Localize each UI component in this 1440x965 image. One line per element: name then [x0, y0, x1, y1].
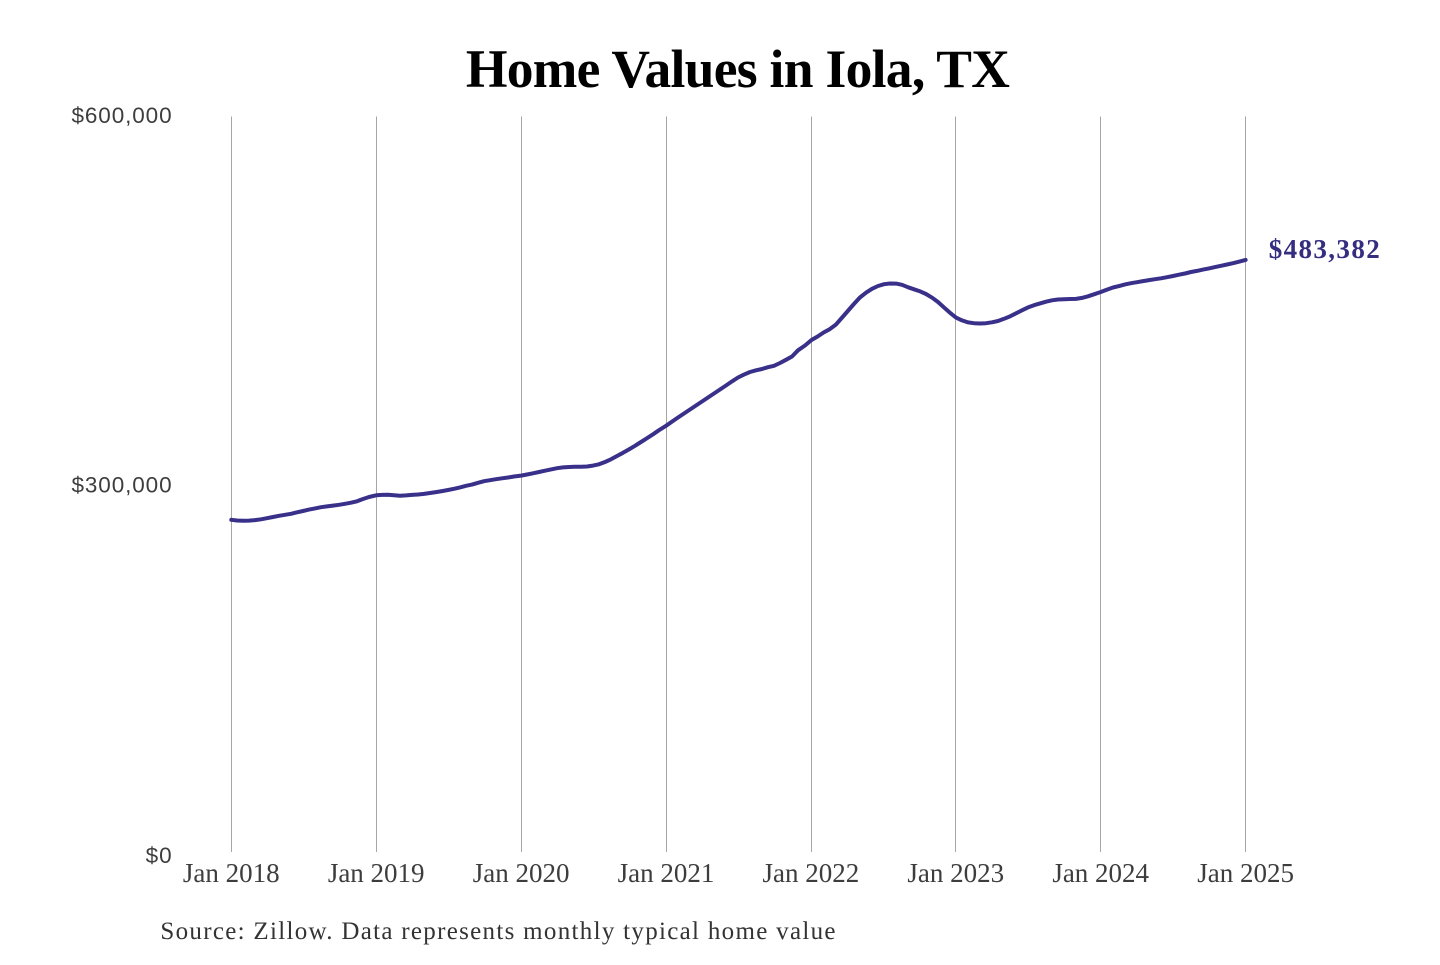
svg-text:Jan 2021: Jan 2021: [618, 858, 715, 888]
svg-text:$600,000: $600,000: [71, 103, 172, 128]
svg-text:$483,382: $483,382: [1269, 234, 1381, 264]
svg-text:Jan 2025: Jan 2025: [1197, 858, 1294, 888]
svg-text:Source: Zillow. Data represent: Source: Zillow. Data represents monthly …: [160, 918, 836, 945]
svg-text:Jan 2019: Jan 2019: [328, 858, 425, 888]
svg-text:Jan 2018: Jan 2018: [183, 858, 280, 888]
svg-text:$300,000: $300,000: [71, 473, 172, 498]
svg-text:Jan 2023: Jan 2023: [907, 858, 1004, 888]
svg-text:Jan 2024: Jan 2024: [1052, 858, 1149, 888]
svg-text:Jan 2022: Jan 2022: [763, 858, 860, 888]
svg-text:Jan 2020: Jan 2020: [473, 858, 570, 888]
svg-text:$0: $0: [146, 843, 173, 868]
svg-text:Home Values in Iola, TX: Home Values in Iola, TX: [466, 39, 1010, 99]
